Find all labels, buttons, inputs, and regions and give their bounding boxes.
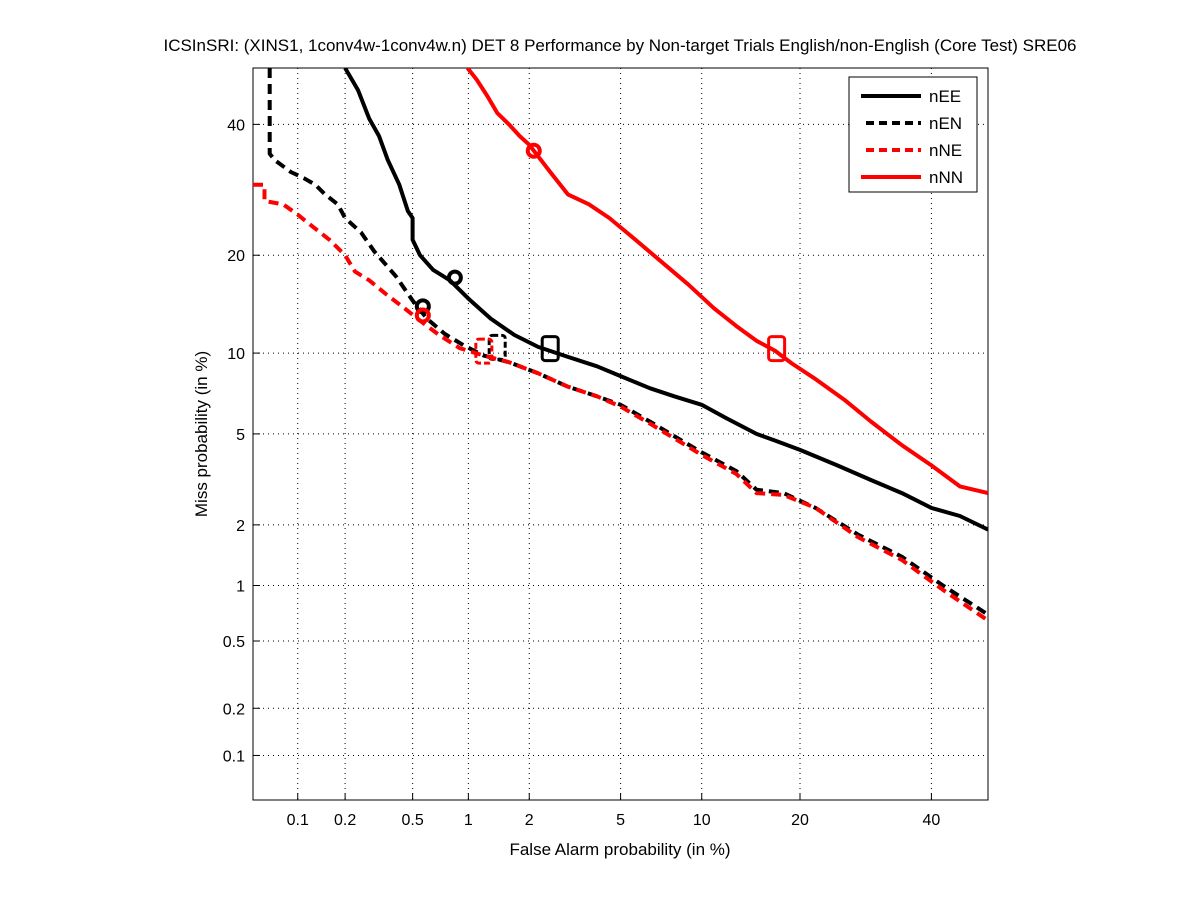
marker-circle-nNE [414, 307, 431, 324]
x-tick-label: 0.5 [402, 812, 424, 829]
legend: nEE nEN nNE nNN [848, 76, 978, 193]
axis-ticks: 0.1 0.2 0.5 1 2 5 10 20 40 0.1 0.2 0.5 1 2 5 10 20 40 [223, 117, 941, 829]
series-nEE [343, 68, 988, 532]
y-tick-label: 20 [227, 248, 245, 265]
marker-square-nEN [487, 333, 507, 361]
marker-square-nNE [474, 337, 494, 365]
series-nNN [465, 68, 988, 496]
marker-circle-nNN [525, 142, 542, 159]
y-tick-label: 40 [227, 117, 245, 134]
marker-square-nNN [767, 335, 787, 363]
y-tick-label: 10 [227, 346, 245, 363]
x-tick-label: 2 [525, 812, 534, 829]
legend-label-nEE: nEE [929, 87, 961, 106]
marker-circle-nEE [446, 269, 463, 286]
series-nNE [253, 182, 988, 623]
x-tick-label: 10 [693, 812, 711, 829]
x-tick-label: 20 [791, 812, 809, 829]
y-tick-label: 5 [236, 427, 245, 444]
legend-label-nNE: nNE [929, 141, 962, 160]
grid [253, 68, 988, 800]
y-tick-label: 2 [236, 518, 245, 535]
x-tick-label: 0.2 [334, 812, 356, 829]
series-group [253, 68, 988, 623]
legend-label-nEN: nEN [929, 114, 962, 133]
y-tick-label: 0.1 [223, 748, 245, 765]
chart-title: ICSInSRI: (XINS1, 1conv4w-1conv4w.n) DET… [163, 36, 1076, 55]
x-tick-label: 40 [923, 812, 941, 829]
series-nEN [267, 68, 988, 617]
marker-circle-nEN [414, 298, 431, 315]
y-axis-label: Miss probability (in %) [192, 351, 211, 517]
x-tick-label: 0.1 [287, 812, 309, 829]
y-tick-label: 0.2 [223, 701, 245, 718]
marker-square-nEE [540, 335, 560, 363]
x-axis-label: False Alarm probability (in %) [509, 840, 730, 859]
y-tick-label: 1 [236, 579, 245, 596]
y-tick-label: 0.5 [223, 634, 245, 651]
x-tick-label: 1 [464, 812, 473, 829]
x-tick-label: 5 [616, 812, 625, 829]
legend-label-nNN: nNN [929, 168, 963, 187]
